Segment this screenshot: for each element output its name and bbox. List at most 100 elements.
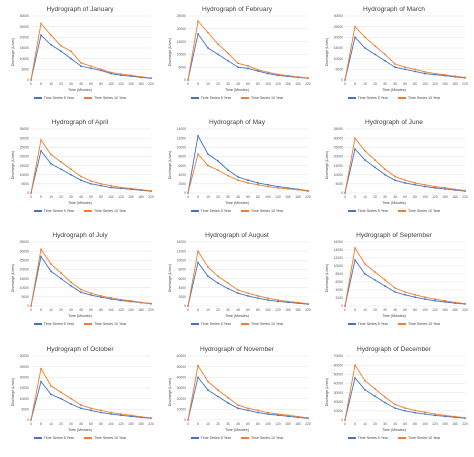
x-tick-label: 20 [216,195,220,199]
data-point [277,413,279,416]
x-tick-label: 60 [246,82,250,86]
x-tick-label: 30 [226,195,230,199]
x-tick-label: 80 [256,422,260,426]
data-point [80,62,82,64]
data-point [60,391,62,394]
x-tick-label: 60 [89,195,93,199]
x-tick-label: 10 [363,195,367,199]
data-point [237,404,239,406]
legend-item: Time Series 5 Year [347,436,388,440]
y-tick-label: 0 [27,191,29,195]
data-point [110,413,112,415]
series-line [30,149,152,194]
data-point [50,263,52,265]
legend-swatch [33,97,42,99]
x-tick-label: 0 [344,308,346,312]
data-point [364,47,366,49]
data-point [100,68,102,71]
series-line [344,148,466,194]
chart-title: Hydrograph of September [356,232,432,239]
y-tick-label: 10000 [334,264,344,268]
x-tick-label: 5 [354,82,356,86]
x-tick-label: 45 [393,422,397,426]
legend-label: Time Series 5 Year [43,322,74,326]
x-tick-label: 45 [79,82,83,86]
x-tick-label: 30 [69,308,73,312]
series-line [30,255,152,307]
data-point [424,411,426,414]
data-point [404,179,406,182]
x-tick-label: 80 [99,82,103,86]
y-axis-label: Discharge (L/sec) [11,263,15,293]
data-point [434,299,436,302]
y-tick-label: 35000 [20,127,30,131]
legend: Time Series 5 Year Time Series 10 Year [3,96,157,100]
data-point [247,407,249,410]
x-tick-label: 30 [69,195,73,199]
data-point [354,364,356,367]
x-tick-label: 5 [197,308,199,312]
x-tick-label: 5 [354,195,356,199]
x-tick-label: 5 [40,195,42,199]
data-point [257,297,259,300]
data-point [217,160,219,162]
series-line [344,258,466,307]
data-point [197,20,199,23]
y-tick-label: 2000 [178,182,186,186]
data-point [110,411,112,414]
x-tick-label: 0 [187,308,189,312]
series-line [30,248,152,307]
data-point [120,186,122,189]
data-point [60,277,62,280]
x-tick-label: 220 [462,82,468,86]
x-tick-label: 60 [246,195,250,199]
x-tick-label: 45 [236,82,240,86]
chart-title: Hydrograph of December [356,346,432,353]
data-point [197,364,199,367]
data-point [80,404,82,406]
x-tick-label: 150 [285,422,291,426]
x-tick-label: 150 [128,195,134,199]
chart-svg: 0 5000 10000 15000 20000 25000 30000 0 5 10 20 30 45… [20,14,154,86]
series-line [187,32,309,81]
data-point [344,192,346,194]
legend-swatch [84,210,92,212]
data-point [257,182,259,184]
x-tick-label: 120 [432,308,438,312]
y-tick-label: 15000 [334,46,344,50]
legend: Time Series 5 Year Time Series 10 Year [160,322,314,326]
x-tick-label: 100 [265,195,271,199]
data-point [414,411,416,414]
data-point [217,395,219,398]
data-point [384,173,386,176]
data-point [80,179,82,182]
data-point [100,295,102,297]
data-point [140,188,142,191]
y-tick-label: 35000 [334,127,344,131]
data-point [354,148,356,151]
legend-item: Time Series 5 Year [33,436,74,440]
data-point [454,75,456,78]
y-tick-label: 20000 [334,400,344,404]
legend-item: Time Series 5 Year [33,96,74,100]
legend-label: Time Series 10 Year [408,96,441,100]
x-tick-label: 10 [206,308,210,312]
data-point [424,70,426,73]
data-point [187,305,189,307]
x-tick-label: 20 [59,82,63,86]
legend-label: Time Series 5 Year [43,96,74,100]
x-tick-label: 5 [40,422,42,426]
data-point [364,379,366,382]
chart-panel: 0 5000 10000 15000 20000 25000 30000 0 5 10 20 30 45… [3,342,157,452]
y-tick-label: 35000 [20,240,30,244]
data-point [90,182,92,185]
x-tick-label: 150 [442,422,448,426]
data-point [50,153,52,156]
y-tick-label: 5000 [178,65,186,69]
series-line [30,138,152,194]
y-tick-label: 14000 [177,127,187,131]
legend-item: Time Series 5 Year [190,436,231,440]
y-tick-label: 15000 [177,40,187,44]
legend-item: Time Series 10 Year [84,322,126,326]
data-point [100,411,102,414]
